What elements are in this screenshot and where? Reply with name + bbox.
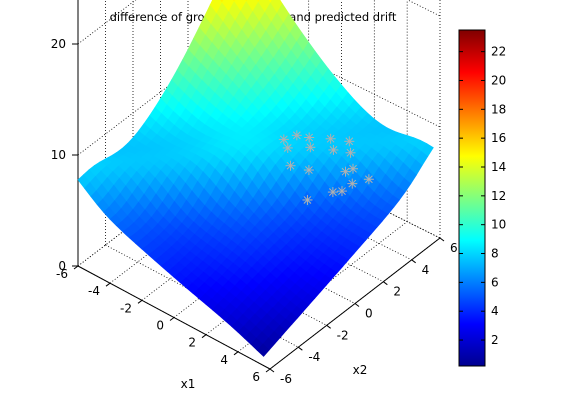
marker-point (304, 132, 315, 143)
marker-points (278, 130, 374, 205)
marker-point (302, 194, 313, 205)
marker-point (327, 187, 338, 198)
x-tick-mark (233, 351, 239, 356)
y-tick-mark (383, 281, 388, 286)
surface-patch (256, 343, 270, 357)
colorbar-ticks: 2 4 6 8 10 12 14 16 18 20 22 (459, 45, 506, 347)
colorbar-tick-label: 12 (491, 189, 506, 203)
y-tick-label: 2 (393, 285, 401, 299)
x-tick-mark (137, 299, 143, 304)
y-tick-mark (411, 259, 416, 264)
x-tick-label: -2 (120, 301, 132, 315)
colorbar-tick-label: 4 (491, 304, 499, 318)
marker-point (303, 165, 314, 176)
marker-point (340, 166, 351, 177)
x-tick-mark (73, 265, 79, 270)
x-tick-label: 4 (220, 353, 228, 367)
x-tick-label: -6 (56, 267, 68, 281)
grid-line (77, 0, 441, 45)
x-tick-mark (105, 282, 111, 287)
colorbar-tick-label: 6 (491, 275, 499, 289)
colorbar-tick-label: 2 (491, 333, 499, 347)
colorbar-tick-label: 8 (491, 247, 499, 261)
x-tick-mark (201, 334, 207, 339)
grid-line (105, 244, 299, 348)
marker-point (348, 163, 359, 174)
x-tick-label: 2 (188, 336, 196, 350)
surface-patch (267, 0, 273, 4)
marker-point (282, 142, 293, 153)
x-axis-label: x1 (181, 377, 196, 391)
y-tick-label: -4 (308, 350, 320, 364)
marker-point (344, 136, 355, 147)
x-tick-label: -4 (88, 284, 100, 298)
marker-point (336, 186, 347, 197)
y-tick-label: 0 (365, 307, 373, 321)
colorbar-tick-label: 16 (491, 131, 506, 145)
colorbar: 2 4 6 8 10 12 14 16 18 20 22 (458, 29, 506, 367)
marker-point (278, 134, 289, 145)
marker-point (347, 178, 358, 189)
marker-point (291, 130, 302, 141)
marker-point (325, 133, 336, 144)
colorbar-tick-label: 10 (491, 218, 506, 232)
marker-point (285, 160, 296, 171)
y-tick-mark (354, 303, 360, 307)
marker-point (305, 142, 316, 153)
colorbar-tick-label: 14 (491, 160, 506, 174)
x-tick-label: 6 (252, 370, 260, 384)
marker-point (363, 174, 374, 185)
z-tick-label: 10 (51, 148, 66, 162)
y-tick-mark (298, 346, 303, 351)
marker-point (328, 144, 339, 155)
y-tick-label: 4 (422, 263, 430, 277)
y-tick-label: -2 (337, 328, 349, 342)
surface (77, 0, 434, 357)
x-tick-mark (169, 317, 175, 321)
x-tick-mark (265, 368, 271, 373)
y-axis-label: x2 (353, 363, 368, 377)
y-tick-mark (439, 237, 445, 242)
x-tick-label: 0 (156, 319, 164, 333)
y-tick-label: 6 (450, 241, 458, 255)
colorbar-tick-label: 18 (491, 102, 506, 116)
y-tick-mark (269, 368, 275, 373)
y-tick-mark (326, 324, 331, 329)
marker-point (345, 147, 356, 158)
colorbar-tick-label: 22 (491, 45, 506, 59)
z-tick-label: 20 (51, 37, 66, 51)
surface-patch (219, 0, 224, 4)
y-tick-label: -6 (280, 372, 292, 386)
colorbar-gradient (458, 29, 486, 367)
z-tick-label: 0 (58, 259, 66, 273)
colorbar-tick-label: 20 (491, 73, 506, 87)
